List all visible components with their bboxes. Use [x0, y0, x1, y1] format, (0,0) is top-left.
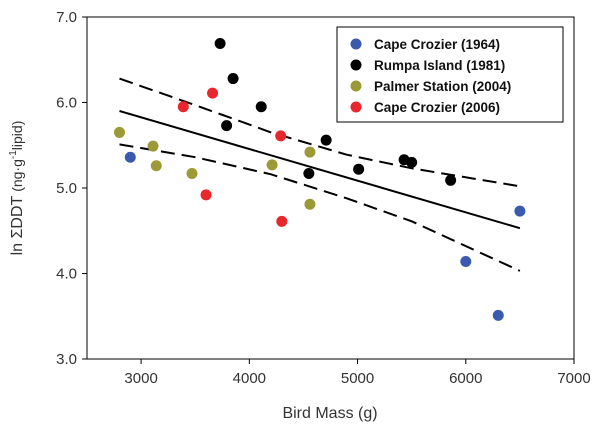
x-tick-label: 5000 [341, 370, 374, 387]
data-point [460, 256, 472, 268]
data-point [266, 159, 278, 171]
data-point [320, 134, 332, 146]
data-point [353, 163, 365, 175]
data-point [150, 160, 162, 172]
legend-label: Cape Crozier (2006) [374, 100, 500, 115]
legend-marker [350, 38, 362, 50]
data-point [147, 140, 159, 152]
data-point [445, 174, 457, 186]
data-point [514, 205, 526, 217]
y-axis-title-unit-open: (ng·g [9, 159, 25, 196]
lower-confidence-line [119, 143, 521, 272]
y-axis-title-sigma: ΣDDT [9, 195, 26, 238]
data-point [276, 215, 288, 227]
y-axis-ticks: 3.0 4.0 5.0 6.0 7.0 [56, 9, 87, 368]
legend-marker [350, 101, 362, 113]
x-tick-label: 6000 [449, 370, 482, 387]
legend-box [336, 26, 564, 123]
upper-confidence-line [119, 77, 521, 188]
data-point [275, 130, 287, 142]
legend-label: Rumpa Island (1981) [374, 58, 505, 73]
series-group [124, 151, 526, 321]
data-point [186, 167, 198, 179]
data-point [255, 101, 267, 113]
data-points [113, 38, 526, 321]
data-point [304, 146, 316, 158]
data-point [200, 189, 212, 201]
legend: Cape Crozier (1964) Rumpa Island (1981) Pa… [336, 26, 564, 123]
data-point [113, 126, 125, 138]
x-axis-ticks: 3000 4000 5000 6000 7000 [124, 359, 591, 387]
data-point [207, 87, 219, 99]
legend-label: Palmer Station (2004) [374, 79, 511, 94]
series-group [177, 87, 288, 227]
data-point [221, 120, 233, 132]
data-point [406, 156, 418, 168]
data-point [303, 167, 315, 179]
y-axis-title-superscript: -1 [8, 150, 19, 159]
data-point [227, 73, 239, 85]
y-tick-label: 6.0 [56, 95, 77, 112]
data-point [214, 38, 226, 50]
legend-label: Cape Crozier (1964) [374, 37, 500, 52]
regression-line [119, 110, 521, 230]
regression-lines [119, 77, 521, 272]
data-point [177, 101, 189, 113]
legend-marker [350, 80, 362, 92]
series-group [214, 38, 457, 186]
y-tick-label: 3.0 [56, 351, 77, 368]
y-axis-title-unit-close: lipid) [9, 121, 25, 151]
x-tick-label: 3000 [124, 370, 157, 387]
data-point [304, 198, 316, 210]
y-axis-title: ln ΣDDT (ng·g-1lipid) [8, 121, 26, 256]
data-point [492, 309, 504, 321]
legend-marker [350, 59, 362, 71]
x-tick-label: 4000 [233, 370, 266, 387]
y-tick-label: 7.0 [56, 9, 77, 26]
y-tick-label: 4.0 [56, 266, 77, 283]
y-tick-label: 5.0 [56, 180, 77, 197]
series-group [113, 126, 316, 210]
y-axis-title-prefix: ln [9, 238, 26, 255]
data-point [124, 151, 136, 163]
x-tick-label: 7000 [557, 370, 590, 387]
x-axis-title: Bird Mass (g) [282, 405, 377, 422]
